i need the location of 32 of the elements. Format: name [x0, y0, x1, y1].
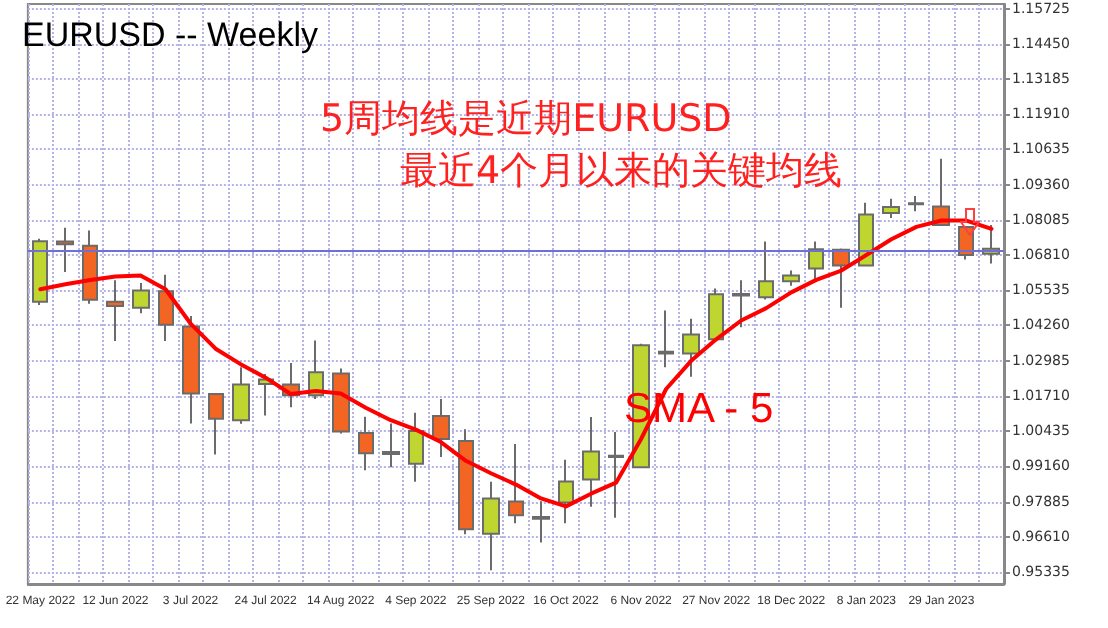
candlestick [508, 442, 524, 525]
candlestick [232, 366, 250, 425]
candlestick [458, 428, 474, 536]
candlestick [132, 281, 150, 315]
candlestick [432, 397, 450, 458]
candlestick [682, 317, 700, 378]
annotation: 最近4个月以来的关键均线 [400, 149, 843, 193]
candlestick [808, 240, 824, 282]
candlestick [708, 287, 724, 341]
candlestick [532, 500, 550, 544]
candlestick [908, 194, 924, 213]
candlestick [882, 197, 900, 220]
candlestick [482, 480, 500, 572]
candlestick [208, 392, 224, 456]
candlestick [158, 273, 174, 342]
candlestick [758, 240, 774, 301]
candlestick [582, 415, 600, 508]
chart-title: EURUSD -- Weekly [22, 16, 319, 54]
candlestick [782, 269, 800, 287]
candlestick [182, 315, 200, 425]
candlestick [658, 309, 674, 369]
candlestick [558, 458, 574, 525]
candlestick [106, 279, 124, 342]
candlestick [732, 279, 750, 329]
candlestick [358, 415, 374, 472]
candlestick [332, 367, 350, 435]
candlestick [56, 226, 74, 273]
annotation: 5周均线是近期EURUSD [320, 97, 732, 141]
candlestick [408, 411, 424, 483]
candlestick [608, 431, 624, 519]
candlestick [382, 422, 400, 469]
candlestick [32, 237, 48, 307]
